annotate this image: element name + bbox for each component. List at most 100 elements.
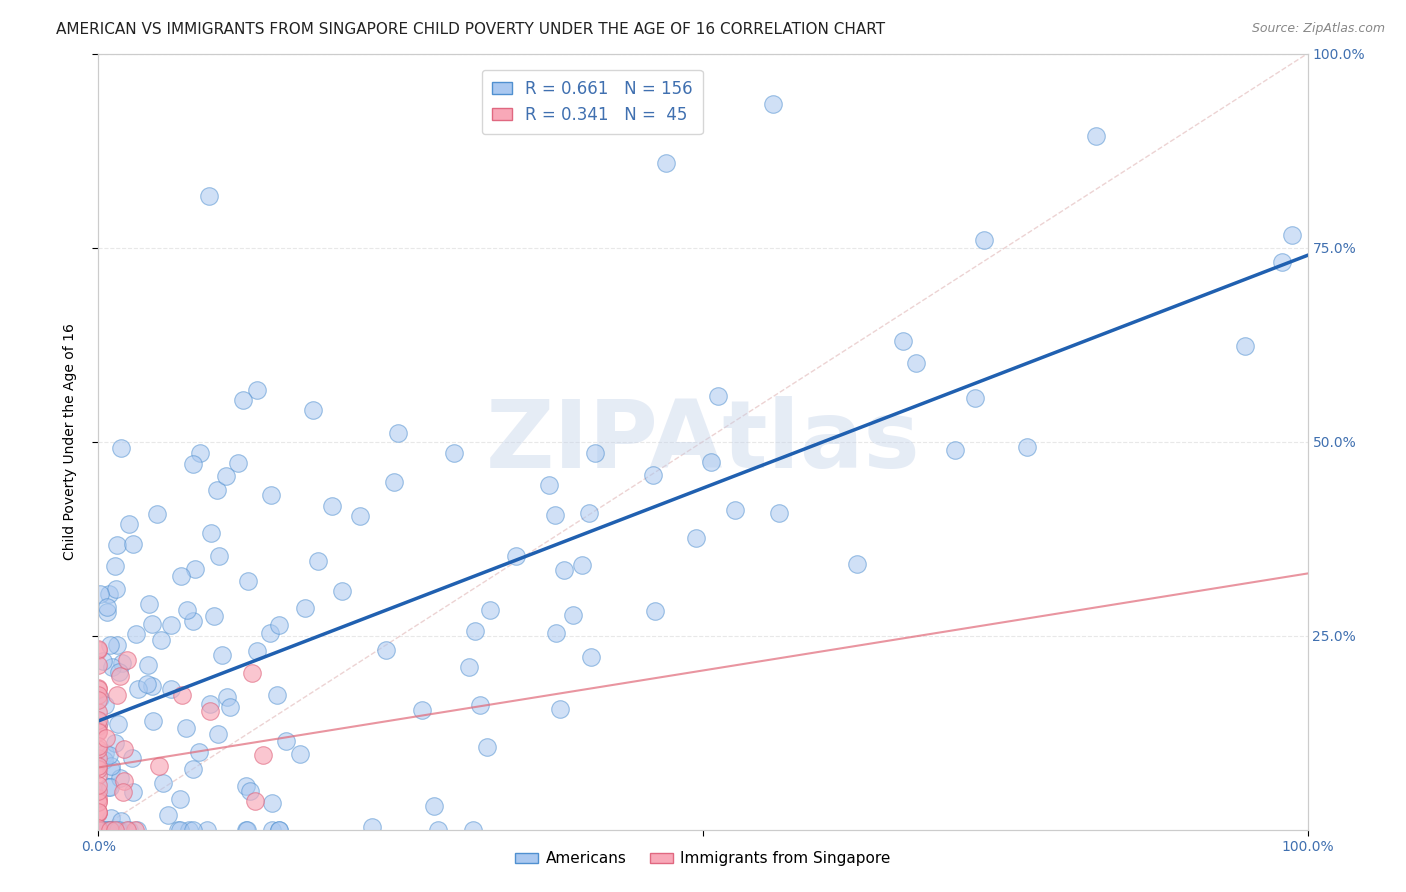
- Point: [87, 762, 110, 776]
- Point: [87, 759, 110, 773]
- Point: [700, 455, 723, 469]
- Point: [104, 822, 127, 837]
- Point: [723, 502, 745, 516]
- Point: [259, 488, 281, 502]
- Point: [553, 563, 575, 577]
- Point: [571, 558, 593, 572]
- Point: [538, 478, 561, 492]
- Point: [87, 805, 110, 819]
- Point: [200, 525, 222, 540]
- Point: [217, 690, 239, 704]
- Point: [232, 392, 254, 407]
- Point: [167, 822, 190, 837]
- Point: [105, 638, 128, 652]
- Point: [183, 762, 205, 776]
- Point: [307, 554, 329, 568]
- Point: [252, 747, 274, 762]
- Point: [246, 383, 269, 397]
- Point: [100, 659, 122, 673]
- Point: [107, 822, 129, 837]
- Point: [94, 746, 117, 760]
- Point: [195, 822, 218, 837]
- Point: [101, 822, 124, 837]
- Point: [110, 772, 132, 786]
- Point: [93, 655, 115, 669]
- Point: [427, 822, 450, 837]
- Point: [98, 822, 121, 837]
- Point: [157, 807, 180, 822]
- Point: [141, 616, 163, 631]
- Point: [87, 724, 110, 739]
- Point: [470, 698, 492, 712]
- Point: [97, 747, 120, 762]
- Point: [387, 425, 409, 440]
- Point: [188, 446, 211, 460]
- Point: [108, 669, 131, 683]
- Point: [198, 697, 221, 711]
- Point: [374, 643, 396, 657]
- Point: [125, 627, 148, 641]
- Point: [169, 822, 191, 837]
- Point: [87, 768, 110, 782]
- Point: [179, 822, 201, 837]
- Y-axis label: Child Poverty Under the Age of 16: Child Poverty Under the Age of 16: [63, 323, 77, 560]
- Point: [274, 733, 297, 747]
- Point: [96, 822, 118, 837]
- Point: [121, 751, 143, 765]
- Point: [184, 561, 207, 575]
- Point: [463, 822, 485, 837]
- Point: [112, 742, 135, 756]
- Point: [108, 665, 131, 680]
- Point: [90, 822, 112, 837]
- Point: [87, 681, 110, 695]
- Point: [100, 759, 122, 773]
- Point: [96, 605, 118, 619]
- Point: [361, 820, 384, 834]
- Point: [96, 600, 118, 615]
- Point: [100, 822, 122, 837]
- Point: [127, 681, 149, 696]
- Point: [891, 334, 914, 349]
- Point: [169, 791, 191, 805]
- Point: [235, 822, 257, 837]
- Point: [149, 633, 172, 648]
- Point: [87, 681, 110, 696]
- Point: [644, 604, 666, 618]
- Point: [87, 794, 110, 808]
- Point: [138, 597, 160, 611]
- Point: [479, 603, 502, 617]
- Point: [87, 642, 110, 657]
- Point: [240, 666, 263, 681]
- Point: [330, 583, 353, 598]
- Point: [110, 822, 132, 837]
- Point: [578, 506, 600, 520]
- Point: [118, 822, 141, 837]
- Point: [768, 506, 790, 520]
- Point: [655, 155, 678, 169]
- Point: [122, 785, 145, 799]
- Point: [98, 638, 121, 652]
- Point: [87, 783, 110, 797]
- Point: [579, 650, 602, 665]
- Point: [87, 805, 110, 819]
- Point: [93, 753, 115, 767]
- Point: [266, 688, 288, 702]
- Point: [198, 188, 221, 202]
- Point: [160, 682, 183, 697]
- Point: [87, 705, 110, 719]
- Point: [1234, 338, 1257, 352]
- Point: [146, 508, 169, 522]
- Point: [215, 469, 238, 483]
- Point: [89, 822, 111, 837]
- Point: [111, 656, 134, 670]
- Point: [118, 517, 141, 532]
- Point: [124, 822, 146, 837]
- Point: [259, 625, 281, 640]
- Point: [87, 778, 110, 792]
- Point: [302, 403, 325, 417]
- Point: [181, 457, 204, 471]
- Point: [685, 531, 707, 545]
- Point: [111, 785, 134, 799]
- Point: [288, 747, 311, 762]
- Point: [707, 389, 730, 403]
